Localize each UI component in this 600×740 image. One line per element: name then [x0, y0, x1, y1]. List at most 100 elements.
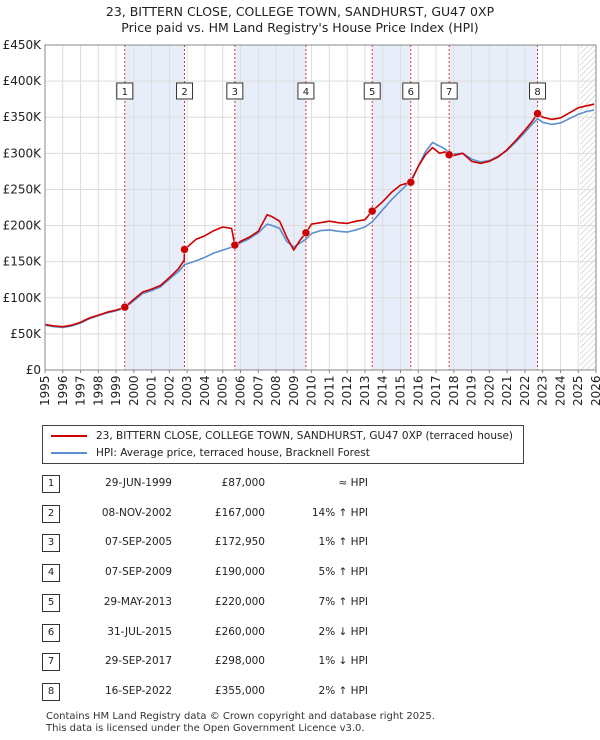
sale-price: £298,000: [214, 655, 265, 668]
sale-price: £172,950: [214, 536, 265, 549]
sale-price: £167,000: [214, 506, 265, 519]
sale-date: 29-JUN-1999: [105, 477, 172, 489]
sale-date: 29-SEP-2017: [104, 655, 172, 668]
sale-price: £355,000: [214, 684, 265, 697]
sale-number: 3: [42, 534, 60, 553]
x-tick-label-1997: 1997: [74, 375, 88, 406]
x-tick-label-2014: 2014: [376, 375, 390, 406]
sale-point-4: [301, 228, 311, 238]
sale-date: 08-NOV-2002: [101, 506, 172, 519]
x-tick-label-2006: 2006: [234, 375, 248, 406]
sale-label-box-4: [297, 82, 315, 100]
footer-copyright: Contains HM Land Registry data © Crown c…: [46, 711, 435, 722]
sale-label-4: 4: [303, 87, 309, 98]
sale-hpi-comparison: 7% ↑ HPI: [318, 595, 368, 608]
sale-label-box-3: [226, 82, 244, 100]
x-tick-label-1998: 1998: [91, 375, 105, 406]
sale-price: £190,000: [214, 566, 265, 579]
x-tick-label-1999: 1999: [109, 375, 123, 406]
sale-hpi-comparison: 1% ↓ HPI: [318, 655, 368, 668]
legend-property: 23, BITTERN CLOSE, COLLEGE TOWN, SANDHUR…: [51, 428, 513, 444]
x-tick-label-2016: 2016: [411, 375, 425, 406]
legend-property-swatch: [51, 435, 87, 437]
property-price-line: [44, 103, 595, 328]
y-tick-label-2: £100K: [3, 291, 43, 305]
plot-frame: [44, 44, 597, 371]
sale-point-8: [533, 109, 542, 118]
sale-number: 6: [42, 623, 60, 642]
price-chart: 1 2 3 4 5 6 7 8 £0 £50K £100K £150K £200K £250K £300K…: [3, 38, 600, 406]
x-tick-label-2026: 2026: [589, 375, 600, 406]
x-tick-label-2002: 2002: [162, 375, 176, 406]
sale-row-2: 2 08-NOV-2002 £167,000 14% ↑ HPI: [42, 504, 562, 524]
sale-label-box-5: [363, 82, 381, 100]
y-tick-label-5: £250K: [3, 182, 43, 196]
chart-title-line2: Price paid vs. HM Land Registry's House …: [121, 20, 479, 35]
sale-label-8: 8: [534, 87, 540, 98]
sale-label-2: 2: [181, 87, 187, 98]
legend-hpi: HPI: Average price, terraced house, Brac…: [51, 445, 370, 461]
x-tick-label-2013: 2013: [358, 375, 372, 406]
sale-price: £220,000: [214, 595, 265, 608]
y-tick-label-7: £350K: [3, 110, 43, 124]
sale-number: 4: [42, 564, 60, 583]
sale-row-8: 8 16-SEP-2022 £355,000 2% ↑ HPI: [42, 682, 562, 702]
sale-label-6: 6: [408, 87, 414, 98]
sale-row-6: 6 31-JUL-2015 £260,000 2% ↓ HPI: [42, 623, 562, 643]
x-tick-label-2011: 2011: [322, 375, 336, 406]
x-tick-label-2007: 2007: [251, 375, 265, 406]
y-tick-label-9: £450K: [3, 38, 43, 52]
sale-row-4: 4 07-SEP-2009 £190,000 5% ↑ HPI: [42, 563, 562, 583]
sale-hpi-comparison: 14% ↑ HPI: [311, 506, 368, 519]
legend-hpi-swatch: [51, 452, 87, 454]
sale-label-box-1: [116, 82, 134, 100]
sale-point-7: [444, 150, 454, 160]
x-tick-label-2008: 2008: [269, 375, 283, 406]
x-tick-label-2021: 2021: [500, 375, 514, 406]
sale-row-3: 3 07-SEP-2005 £172,950 1% ↑ HPI: [42, 533, 562, 553]
sale-label-box-6: [402, 82, 420, 100]
sale-number: 8: [42, 682, 60, 701]
x-tick-label-2000: 2000: [127, 375, 141, 406]
footer-licence: This data is licensed under the Open Gov…: [46, 723, 365, 734]
x-tick-label-2019: 2019: [465, 375, 479, 406]
x-tick-label-2003: 2003: [180, 375, 194, 406]
shaded-range-4: [449, 45, 538, 370]
x-tick-label-2012: 2012: [340, 375, 354, 406]
shaded-range-1: [124, 45, 185, 370]
sale-point-3: [230, 240, 240, 250]
sale-label-1: 1: [122, 87, 128, 98]
x-tick-label-2022: 2022: [518, 375, 532, 406]
sale-point-6: [406, 177, 416, 187]
sale-row-5: 5 29-MAY-2013 £220,000 7% ↑ HPI: [42, 593, 562, 613]
sale-label-box-7: [440, 82, 458, 100]
sale-number: 5: [42, 593, 60, 612]
x-tick-label-2023: 2023: [536, 375, 550, 406]
sale-date: 07-SEP-2009: [104, 566, 172, 579]
forecast-hatch: [580, 45, 596, 370]
x-tick-label-2005: 2005: [216, 375, 230, 406]
sale-number: 7: [42, 653, 60, 672]
sale-hpi-comparison: 2% ↑ HPI: [318, 684, 368, 697]
sale-date: 29-MAY-2013: [103, 595, 172, 608]
x-tick-label-2017: 2017: [429, 375, 443, 406]
x-tick-label-2004: 2004: [198, 375, 212, 406]
shaded-range-2: [234, 45, 306, 370]
y-tick-label-1: £50K: [10, 327, 42, 341]
y-tick-label-8: £400K: [3, 74, 43, 88]
x-tick-label-2010: 2010: [305, 375, 319, 406]
y-tick-label-6: £300K: [3, 146, 43, 160]
legend-property-label: 23, BITTERN CLOSE, COLLEGE TOWN, SANDHUR…: [96, 430, 514, 442]
sale-point-2: [180, 245, 189, 254]
sale-number: 1: [42, 475, 60, 493]
x-tick-label-2018: 2018: [447, 375, 461, 406]
sale-label-box-8: [529, 82, 547, 100]
sale-hpi-comparison: 1% ↑ HPI: [318, 536, 368, 549]
y-tick-label-0: £0: [26, 363, 41, 377]
y-tick-label-3: £150K: [3, 255, 43, 269]
chart-title-line1: 23, BITTERN CLOSE, COLLEGE TOWN, SANDHUR…: [105, 4, 495, 19]
x-tick-label-2009: 2009: [287, 375, 301, 406]
sale-label-3: 3: [232, 87, 238, 98]
legend-hpi-label: HPI: Average price, terraced house, Brac…: [96, 447, 370, 459]
sale-hpi-comparison: 2% ↓ HPI: [318, 625, 368, 638]
